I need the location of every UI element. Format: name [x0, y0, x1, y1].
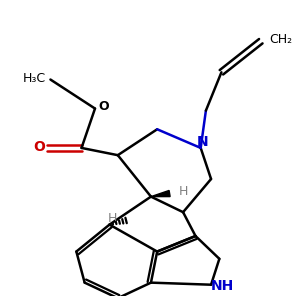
Polygon shape	[151, 190, 170, 196]
Text: O: O	[34, 140, 46, 154]
Text: NH: NH	[210, 279, 234, 293]
Text: CH₂: CH₂	[269, 33, 292, 46]
Text: H₃C: H₃C	[23, 72, 46, 86]
Text: O: O	[98, 100, 109, 112]
Text: N: N	[196, 135, 208, 149]
Text: H: H	[108, 212, 117, 225]
Text: H: H	[178, 185, 188, 199]
